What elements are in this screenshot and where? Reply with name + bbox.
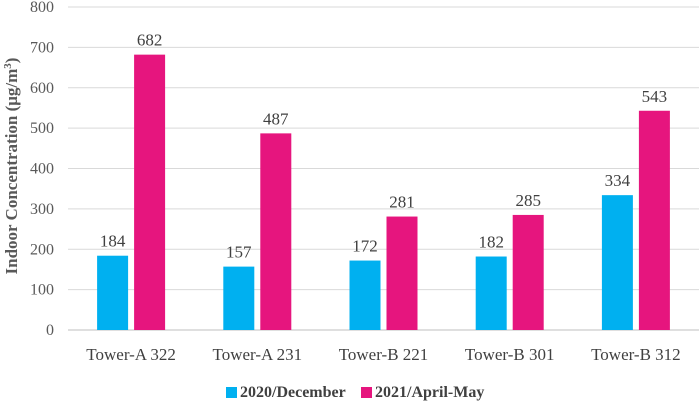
- y-tick-label: 400: [30, 161, 54, 178]
- bar-series1: [601, 195, 633, 330]
- x-category-label: Tower-A 322: [86, 345, 176, 364]
- gridlines: [68, 6, 699, 331]
- bar-series2: [260, 133, 292, 330]
- bar-series1: [97, 255, 129, 330]
- y-tick-label: 100: [30, 282, 54, 299]
- data-label: 184: [100, 232, 126, 251]
- data-label: 172: [352, 237, 378, 256]
- y-tick-label: 500: [30, 120, 54, 137]
- bars: [97, 54, 670, 331]
- data-label: 487: [263, 109, 289, 128]
- data-labels: 184 682 157 487 172 281 182 285 334 543: [100, 31, 667, 262]
- x-axis-categories: Tower-A 322 Tower-A 231 Tower-B 221 Tower-B…: [86, 345, 680, 364]
- legend-label: 2021/April-May: [375, 384, 484, 401]
- data-label: 543: [642, 87, 668, 106]
- data-label: 281: [389, 193, 415, 212]
- data-label: 285: [515, 191, 541, 210]
- y-tick-label: 200: [30, 241, 54, 258]
- y-tick-label: 300: [30, 201, 54, 218]
- bar-series2: [638, 110, 670, 330]
- y-tick-label: 600: [30, 80, 54, 97]
- bar-series1: [223, 266, 255, 330]
- bar-series1: [349, 260, 381, 330]
- data-label: 334: [605, 171, 631, 190]
- y-tick-label: 0: [46, 322, 54, 339]
- legend-swatch: [226, 387, 237, 398]
- legend-swatch: [361, 387, 372, 398]
- x-category-label: Tower-B 312: [591, 345, 681, 364]
- y-axis-ticks: 0 100 200 300 400 500 600 700 800: [30, 0, 54, 339]
- x-category-label: Tower-B 301: [465, 345, 555, 364]
- data-label: 182: [478, 233, 504, 252]
- x-category-label: Tower-B 221: [339, 345, 429, 364]
- legend: 2020/December 2021/April-May: [226, 384, 484, 401]
- legend-label: 2020/December: [240, 384, 346, 401]
- y-tick-label: 700: [30, 39, 54, 56]
- bar-series2: [386, 216, 418, 330]
- data-label: 157: [226, 243, 252, 262]
- x-category-label: Tower-A 231: [213, 345, 303, 364]
- bar-series2: [512, 214, 544, 330]
- y-tick-label: 800: [30, 0, 54, 16]
- bar-series2: [134, 54, 166, 331]
- data-label: 682: [137, 31, 163, 50]
- bar-series1: [475, 256, 507, 330]
- y-axis-label: Indoor Concentration (μg/m3): [2, 58, 21, 275]
